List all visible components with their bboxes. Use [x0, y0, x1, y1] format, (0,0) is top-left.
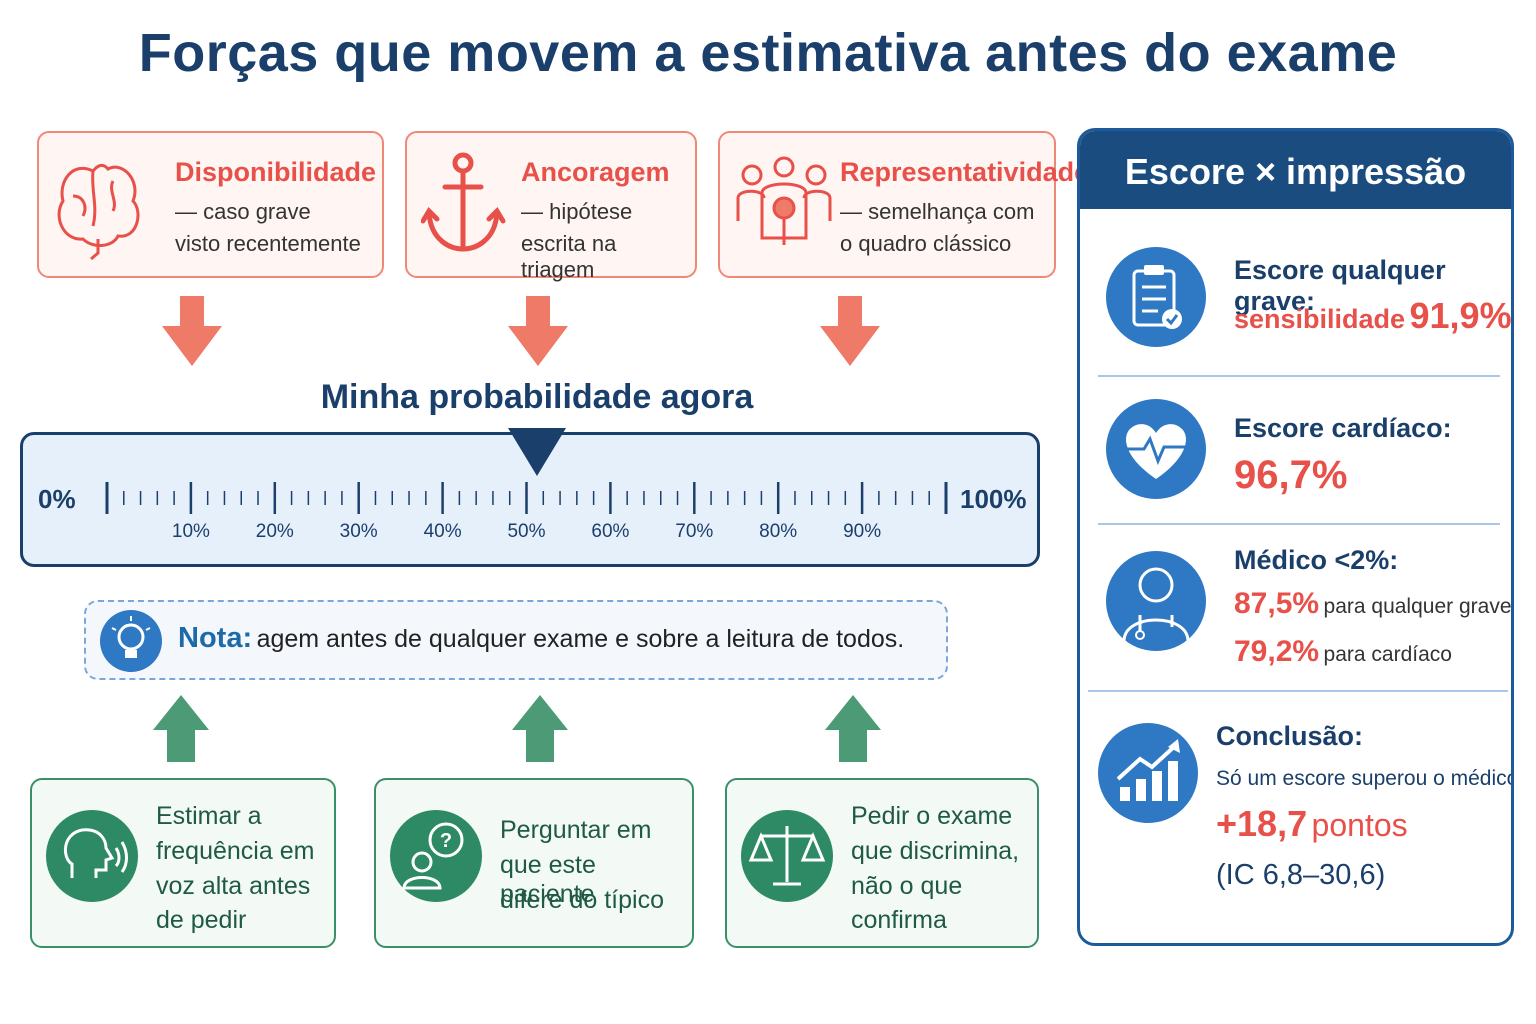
action-text: não o que: [851, 872, 963, 900]
side-panel: Escore × impressão Escore qualquer grave…: [1077, 128, 1514, 946]
panel-title: Escore × impressão: [1080, 131, 1511, 209]
item-value: 87,5%: [1234, 587, 1320, 620]
item-row: +18,7 pontos: [1216, 803, 1408, 845]
tick-label: 30%: [339, 521, 378, 542]
bias-text: — caso grave: [175, 199, 311, 224]
item-value: 96,7%: [1234, 453, 1348, 497]
tick-label: 60%: [591, 521, 630, 542]
item-subtext: Só um escore superou o médico:: [1216, 767, 1514, 790]
bias-name: Ancoragem: [521, 157, 670, 187]
item-ci: (IC 6,8–30,6): [1216, 859, 1386, 891]
tick-label: 50%: [507, 521, 546, 542]
scale-max: 100%: [960, 484, 1027, 514]
tick-label: 40%: [423, 521, 462, 542]
item-value: 79,2%: [1234, 635, 1320, 668]
item-row: 79,2% para cardíaco: [1234, 635, 1452, 669]
action-text: frequência em: [156, 837, 315, 865]
item-line: sensibilidade 91,9%: [1234, 295, 1512, 337]
item-label: sensibilidade: [1234, 304, 1406, 334]
action-card: Estimar a frequência em voz alta antes d…: [30, 778, 336, 948]
action-card: Pedir o exame que discrimina, não o que …: [725, 778, 1039, 948]
action-text: voz alta antes: [156, 872, 311, 900]
item-heading: Escore qualquer grave:: [1234, 255, 1446, 316]
action-text: Estimar a: [156, 802, 262, 830]
tick-label: 90%: [843, 521, 882, 542]
bias-card: Ancoragem — hipótese escrita na triagem: [405, 131, 697, 282]
note-box: Nota: agem antes de qualquer exame e sob…: [84, 600, 948, 680]
item-heading: Médico <2%:: [1234, 545, 1399, 575]
bias-card: Representatividade — semelhança com o qu…: [718, 131, 1089, 278]
question-icon: ?: [390, 810, 482, 902]
bias-text: o quadro clássico: [840, 231, 1012, 256]
tick-label: 10%: [171, 521, 210, 542]
action-card: ? Perguntar em que este paciente difere …: [374, 778, 694, 948]
action-text: de pedir: [156, 906, 247, 934]
divider: [1088, 690, 1508, 692]
item-label: para cardíaco: [1323, 643, 1452, 666]
action-text: que este paciente: [500, 851, 596, 908]
bias-text: — hipótese: [521, 199, 633, 224]
clipboard-icon: [1106, 247, 1206, 347]
scale-min: 0%: [38, 484, 76, 514]
item-label: pontos: [1311, 807, 1408, 843]
bias-card: Disponibilidade — caso grave visto recen…: [37, 131, 384, 278]
item-heading: Conclusão:: [1216, 721, 1364, 751]
heart-icon: [1106, 399, 1206, 499]
bias-text: escrita na triagem: [521, 231, 617, 282]
bulb-icon: [100, 610, 162, 672]
scale-icon: [741, 810, 833, 902]
divider: [1098, 523, 1500, 525]
voice-icon: [46, 810, 138, 902]
item-row: 87,5% para qualquer grave;: [1234, 587, 1514, 621]
tick-label: 70%: [675, 521, 714, 542]
marker: [508, 428, 566, 476]
note-text: Nota: agem antes de qualquer exame e sob…: [178, 622, 904, 655]
people-icon: [736, 156, 832, 245]
brain-icon: [57, 163, 140, 261]
note-body: agem antes de qualquer exame e sobre a l…: [256, 625, 905, 653]
item-value: 91,9%: [1409, 295, 1512, 336]
anchor-icon: [421, 152, 506, 252]
note-label: Nota:: [178, 622, 253, 654]
item-label: para qualquer grave;: [1323, 595, 1514, 618]
bias-name: Disponibilidade: [175, 157, 377, 187]
item-value: +18,7: [1216, 803, 1308, 844]
action-text: que discrimina,: [851, 837, 1020, 865]
bias-text: — semelhança com: [840, 199, 1035, 224]
page-title: Forças que movem a estimativa antes do e…: [138, 23, 1398, 83]
item-heading: Escore cardíaco:: [1234, 413, 1452, 443]
action-text: Pedir o exame: [851, 802, 1013, 830]
growth-icon: [1098, 723, 1198, 823]
bias-name: Representatividade: [840, 157, 1090, 187]
action-text: difere do típico: [500, 886, 664, 914]
svg-text:?: ?: [440, 830, 452, 852]
action-text: confirma: [851, 906, 947, 934]
scale: [105, 428, 948, 514]
tick-label: 80%: [759, 521, 798, 542]
tick-label: 20%: [255, 521, 294, 542]
bias-text: visto recentemente: [175, 231, 361, 256]
doctor-icon: [1106, 551, 1206, 651]
meter-title: Minha probabilidade agora: [320, 378, 754, 416]
action-text: Perguntar em: [500, 816, 652, 844]
divider: [1098, 375, 1500, 377]
